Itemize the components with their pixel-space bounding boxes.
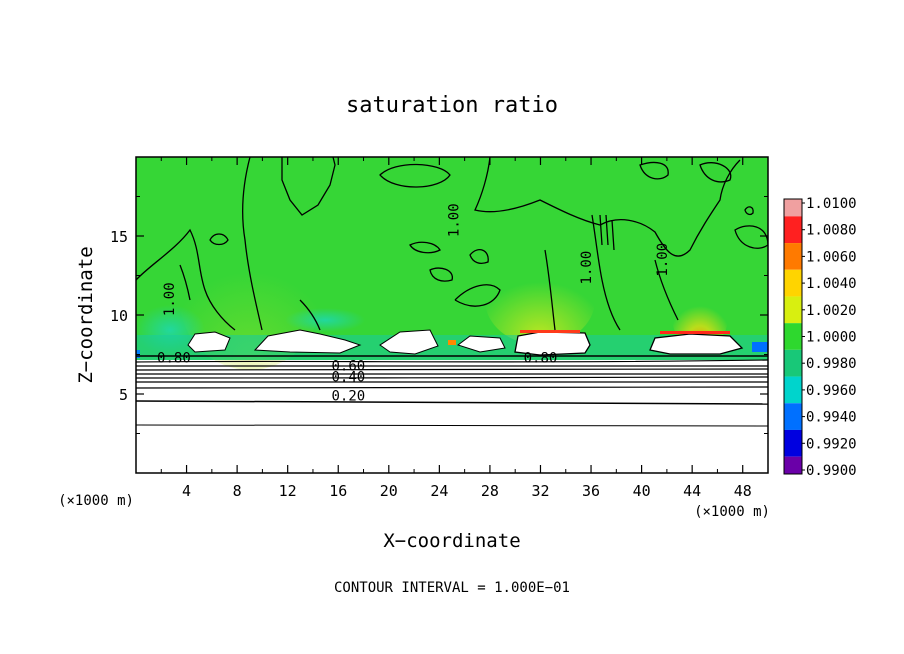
colorbar-label: 0.9960 bbox=[806, 383, 857, 399]
colorbar-swatch bbox=[784, 199, 802, 217]
colorbar-label: 1.0040 bbox=[806, 276, 857, 292]
y-tick-label: 10 bbox=[110, 307, 128, 325]
colorbar-swatch bbox=[784, 243, 802, 270]
colorbar-swatch bbox=[784, 403, 802, 430]
x-tick-label: 32 bbox=[531, 482, 549, 500]
colorbar-label: 1.0100 bbox=[806, 196, 857, 212]
contour-label: 1.00 bbox=[162, 282, 178, 316]
x-tick-label: 40 bbox=[633, 482, 651, 500]
moist-region-1 bbox=[485, 255, 595, 345]
chart-title: saturation ratio bbox=[346, 93, 558, 118]
contour-label: 0.60 bbox=[331, 358, 365, 374]
cloud-patch-3 bbox=[379, 329, 439, 355]
colorbar-swatch bbox=[784, 216, 802, 244]
red-edge-2 bbox=[660, 331, 730, 334]
contour-label: 0.80 bbox=[524, 350, 558, 366]
cloud-patch-1 bbox=[187, 331, 231, 353]
cloud-patch-6 bbox=[649, 333, 744, 355]
cloud-patch-5 bbox=[514, 331, 591, 356]
cloud-patch-2 bbox=[253, 329, 362, 354]
red-edge-1 bbox=[520, 330, 580, 333]
plot-area: 0.20 0.400.60 0.80 0.80 1.00 1.00 1.00 1.00 bbox=[136, 157, 768, 473]
x-tick-label: 12 bbox=[279, 482, 297, 500]
orange-spot-1 bbox=[448, 340, 456, 345]
x-tick-label: 36 bbox=[582, 482, 600, 500]
x-axis-ticks: 4 8 12 16 20 24 28 32 36 40 44 48 bbox=[160, 157, 752, 500]
colorbar-swatch bbox=[784, 296, 802, 324]
x-tick-label: 24 bbox=[430, 482, 448, 500]
y-tick-label: 5 bbox=[119, 386, 128, 404]
x-tick-label: 20 bbox=[380, 482, 398, 500]
cloud-patch-4 bbox=[456, 335, 506, 353]
colorbar-label: 0.9900 bbox=[806, 463, 857, 479]
colorbar-label: 1.0020 bbox=[806, 303, 857, 319]
x-tick-label: 44 bbox=[683, 482, 701, 500]
colorbar-swatch bbox=[784, 429, 802, 457]
field-lower bbox=[136, 360, 768, 473]
x-tick-label: 48 bbox=[734, 482, 752, 500]
cyan-region-2 bbox=[285, 308, 365, 332]
contour-labels: 0.20 0.400.60 0.80 0.80 1.00 1.00 1.00 1.00 bbox=[157, 203, 671, 404]
colorbar-label: 1.0000 bbox=[806, 330, 857, 346]
colorbar-label: 0.9920 bbox=[806, 436, 857, 452]
contour-label: 0.40 bbox=[331, 369, 365, 385]
x-axis-unit-left: (×1000 m) bbox=[58, 493, 134, 509]
contour-label: 0.20 bbox=[331, 388, 365, 404]
contours-lower bbox=[136, 355, 768, 427]
colorbar-label: 1.0060 bbox=[806, 249, 857, 265]
x-axis-unit-right: (×1000 m) bbox=[694, 504, 770, 520]
contour-label: 1.00 bbox=[579, 251, 595, 285]
colorbar-label: 1.0080 bbox=[806, 223, 857, 239]
contour-label: 1.00 bbox=[446, 203, 462, 237]
contour-label: 0.80 bbox=[157, 350, 191, 366]
x-tick-label: 8 bbox=[233, 482, 242, 500]
x-tick-label: 16 bbox=[329, 482, 347, 500]
x-tick-label: 4 bbox=[182, 482, 191, 500]
x-tick-label: 28 bbox=[481, 482, 499, 500]
y-tick-label: 15 bbox=[110, 228, 128, 246]
colorbar-swatch bbox=[784, 349, 802, 377]
y-axis-ticks: 5 10 15 bbox=[110, 196, 768, 434]
contour-label: 1.00 bbox=[655, 243, 671, 277]
colorbar: 1.0100 1.0080 1.0060 1.0040 1.0020 1.0000 0.99… bbox=[783, 196, 857, 479]
x-axis-label: X−coordinate bbox=[383, 530, 520, 552]
blue-edge-2 bbox=[752, 342, 768, 352]
colorbar-label: 0.9980 bbox=[806, 356, 857, 372]
colorbar-swatch bbox=[784, 376, 802, 404]
colorbar-swatch bbox=[784, 456, 802, 474]
colorbar-swatch bbox=[784, 323, 802, 350]
y-axis-label: Z−coordinate bbox=[75, 246, 97, 383]
contours-upper bbox=[136, 157, 768, 331]
colorbar-label: 0.9940 bbox=[806, 410, 857, 426]
colorbar-swatch bbox=[784, 269, 802, 297]
contour-interval-footer: CONTOUR INTERVAL = 1.000E−01 bbox=[334, 580, 570, 596]
